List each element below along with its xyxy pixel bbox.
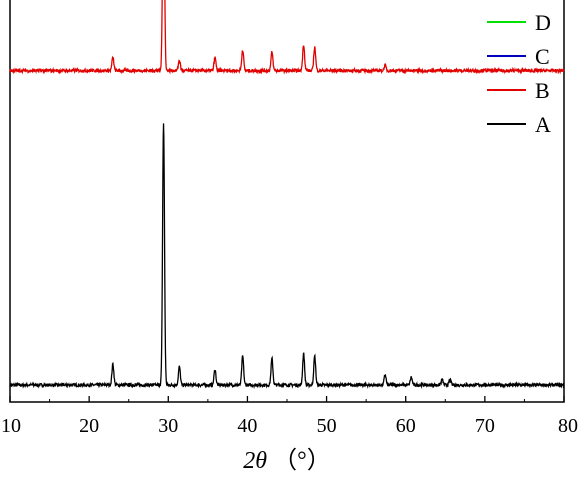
series-layer [9, 0, 565, 390]
series-line-B [9, 0, 565, 75]
x-tick-label-80: 80 [558, 415, 578, 437]
x-tick-label-30: 30 [158, 415, 178, 437]
plot-frame [9, 0, 565, 403]
x-axis-title-symbol: 2θ [243, 448, 267, 474]
legend-label-A: A [535, 112, 551, 137]
series-line-A [9, 123, 565, 390]
x-tick-label-60: 60 [396, 415, 416, 437]
x-tick-label-20: 20 [79, 415, 99, 437]
x-tick-label-40: 40 [237, 415, 257, 437]
legend-label-C: C [535, 44, 550, 69]
x-axis: 10 20 30 40 50 60 70 80 [1, 396, 578, 437]
x-tick-label-70: 70 [475, 415, 495, 437]
x-tick-label-50: 50 [317, 415, 337, 437]
x-axis-title-unit: （°） [273, 448, 331, 474]
legend-label-D: D [535, 10, 551, 35]
x-tick-label-10: 10 [1, 415, 21, 437]
x-axis-title: 2θ （°） [243, 448, 330, 474]
legend-label-B: B [535, 78, 550, 103]
